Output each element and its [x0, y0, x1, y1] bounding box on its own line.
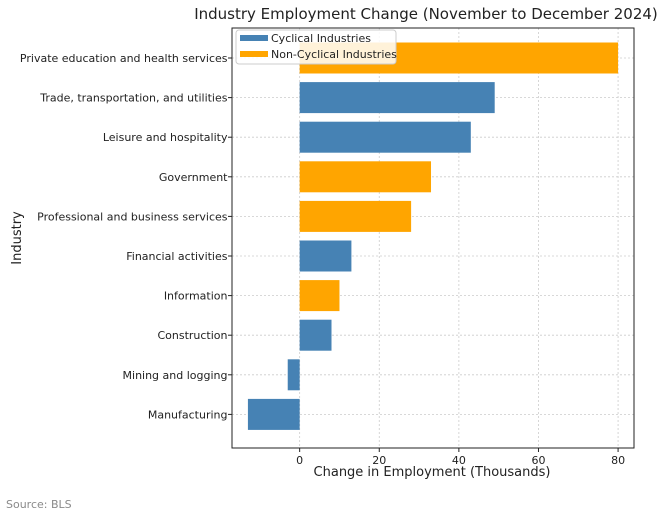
y-tick-label: Manufacturing — [148, 408, 228, 421]
y-tick-label: Mining and logging — [123, 369, 228, 382]
bar — [287, 359, 300, 391]
legend-swatch — [240, 51, 268, 57]
y-tick-label: Information — [164, 290, 228, 303]
legend-label: Cyclical Industries — [271, 32, 371, 45]
bar — [299, 200, 412, 232]
source-note: Source: BLS — [6, 498, 72, 511]
x-tick-label: 60 — [531, 454, 545, 467]
bar — [299, 319, 332, 351]
x-tick-label: 80 — [611, 454, 625, 467]
legend-swatch — [240, 35, 268, 41]
chart-title: Industry Employment Change (November to … — [194, 5, 658, 23]
bar — [247, 398, 300, 430]
y-tick-label: Professional and business services — [37, 210, 228, 223]
y-axis-label: Industry — [10, 211, 25, 265]
bar — [299, 240, 352, 272]
bars — [247, 42, 619, 430]
x-tick-labels: 0 20 40 60 80 — [296, 448, 625, 467]
y-tick-label: Financial activities — [126, 250, 228, 263]
y-tick-label: Leisure and hospitality — [103, 131, 228, 144]
y-tick-label: Construction — [157, 329, 227, 342]
y-tick-label: Trade, transportation, and utilities — [39, 92, 228, 105]
x-axis-label: Change in Employment (Thousands) — [314, 465, 551, 480]
legend-box — [235, 29, 397, 65]
bar — [299, 82, 495, 114]
x-tick-label: 40 — [452, 454, 466, 467]
x-tick-label: 0 — [296, 454, 303, 467]
y-tick-label: Government — [159, 171, 228, 184]
y-tick-labels: Private education and health services Tra… — [20, 52, 232, 421]
plot-frame — [231, 27, 635, 449]
legend: Cyclical Industries Non-Cyclical Industri… — [235, 29, 397, 65]
legend-label: Non-Cyclical Industries — [271, 48, 397, 61]
x-tick-label: 20 — [372, 454, 386, 467]
bar — [299, 280, 340, 312]
bar — [299, 121, 471, 153]
bar — [299, 161, 432, 193]
y-tick-label: Private education and health services — [20, 52, 228, 65]
